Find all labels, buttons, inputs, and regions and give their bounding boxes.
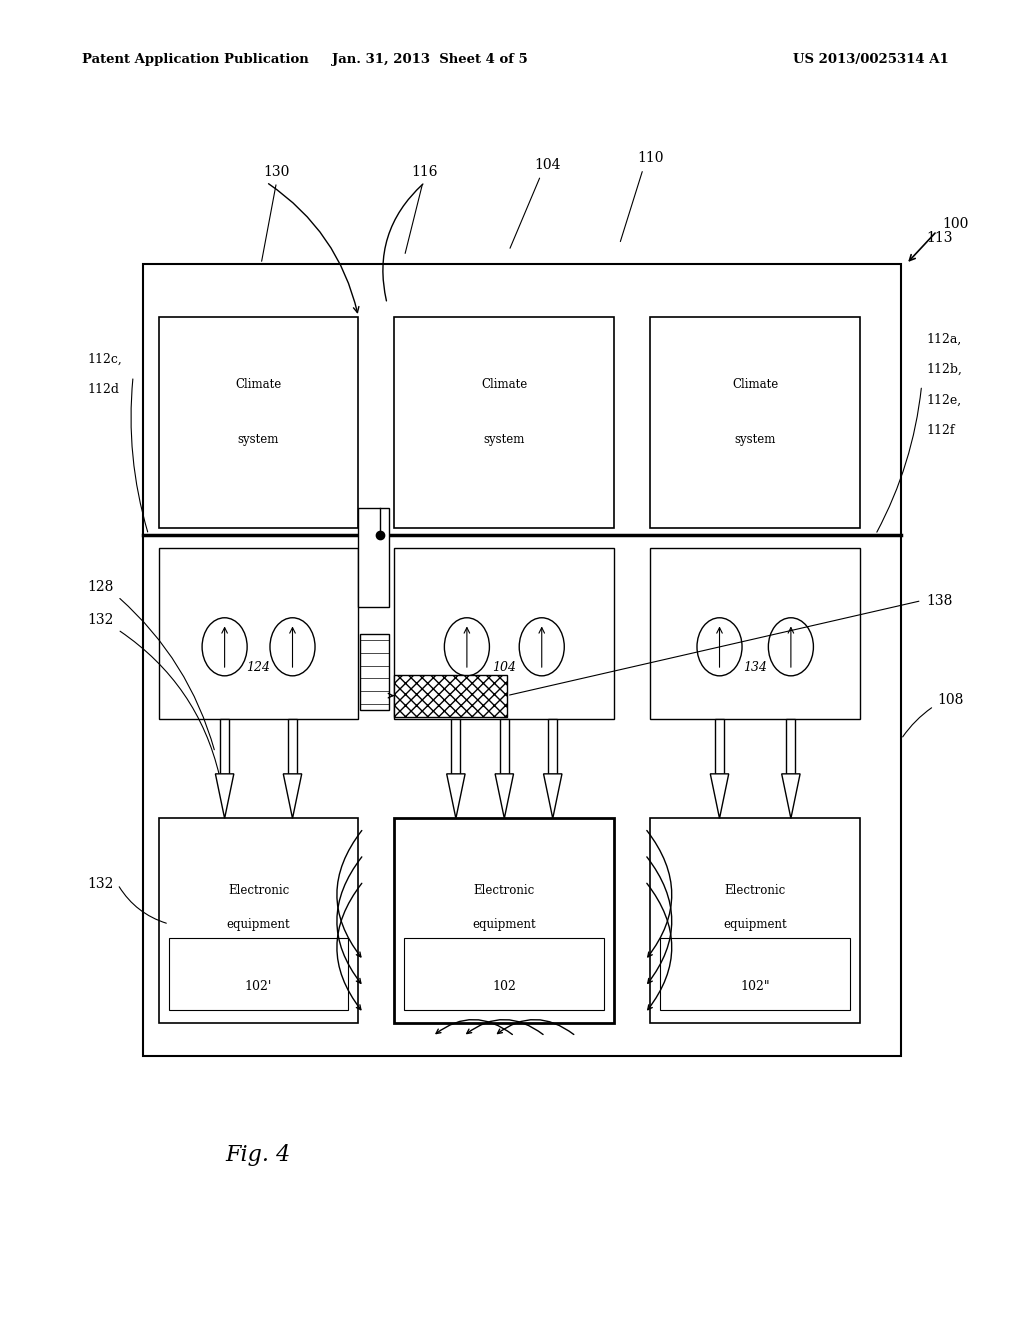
- Polygon shape: [496, 774, 513, 818]
- Text: Electronic: Electronic: [474, 883, 535, 896]
- Bar: [358, 508, 389, 607]
- Text: 112f: 112f: [927, 424, 955, 437]
- FancyArrowPatch shape: [337, 857, 361, 983]
- FancyArrowPatch shape: [647, 883, 672, 1010]
- Polygon shape: [711, 774, 729, 818]
- Bar: [660, 939, 850, 1010]
- Text: 134: 134: [743, 661, 767, 675]
- Text: 130: 130: [263, 165, 290, 178]
- Text: 108: 108: [937, 693, 964, 706]
- Text: Patent Application Publication: Patent Application Publication: [82, 53, 308, 66]
- Bar: [394, 317, 614, 528]
- Text: 102": 102": [740, 979, 770, 993]
- Text: Fig. 4: Fig. 4: [225, 1144, 291, 1166]
- Text: 112e,: 112e,: [927, 393, 962, 407]
- Bar: [715, 719, 724, 774]
- FancyArrowPatch shape: [337, 883, 361, 1010]
- Bar: [650, 548, 860, 719]
- Text: equipment: equipment: [472, 919, 537, 932]
- Text: 104: 104: [493, 661, 516, 675]
- Bar: [288, 719, 297, 774]
- Text: 102: 102: [493, 979, 516, 993]
- Text: Climate: Climate: [481, 378, 527, 391]
- Text: 102': 102': [245, 979, 272, 993]
- FancyArrowPatch shape: [647, 830, 672, 957]
- Bar: [159, 818, 358, 1023]
- Bar: [452, 719, 461, 774]
- FancyArrowPatch shape: [498, 1019, 573, 1035]
- Bar: [650, 818, 860, 1023]
- Text: Climate: Climate: [732, 378, 778, 391]
- Polygon shape: [284, 774, 302, 818]
- Text: US 2013/0025314 A1: US 2013/0025314 A1: [793, 53, 948, 66]
- Bar: [159, 548, 358, 719]
- Text: system: system: [734, 433, 776, 446]
- Bar: [360, 634, 389, 710]
- Text: equipment: equipment: [723, 919, 787, 932]
- Polygon shape: [544, 774, 562, 818]
- FancyArrowPatch shape: [436, 1019, 512, 1035]
- Text: Jan. 31, 2013  Sheet 4 of 5: Jan. 31, 2013 Sheet 4 of 5: [332, 53, 528, 66]
- Bar: [548, 719, 557, 774]
- Polygon shape: [446, 774, 465, 818]
- Text: 110: 110: [637, 152, 664, 165]
- Text: 138: 138: [927, 594, 953, 607]
- Text: equipment: equipment: [226, 919, 291, 932]
- Polygon shape: [215, 774, 233, 818]
- Bar: [169, 939, 348, 1010]
- Text: 132: 132: [87, 878, 114, 891]
- Bar: [394, 548, 614, 719]
- Bar: [786, 719, 796, 774]
- Bar: [220, 719, 229, 774]
- Text: 104: 104: [535, 158, 561, 172]
- Bar: [500, 719, 509, 774]
- Text: 100: 100: [942, 218, 969, 231]
- Bar: [404, 939, 604, 1010]
- Bar: [159, 317, 358, 528]
- Text: Electronic: Electronic: [228, 883, 289, 896]
- Bar: [143, 264, 901, 1056]
- FancyArrowPatch shape: [337, 830, 361, 957]
- FancyArrowPatch shape: [467, 1019, 543, 1035]
- Text: system: system: [238, 433, 280, 446]
- Text: 112d: 112d: [87, 383, 119, 396]
- Bar: [394, 675, 507, 717]
- Bar: [394, 818, 614, 1023]
- Bar: [650, 317, 860, 528]
- Text: 112b,: 112b,: [927, 363, 963, 376]
- Polygon shape: [781, 774, 800, 818]
- Text: 116: 116: [412, 165, 438, 178]
- FancyArrowPatch shape: [647, 857, 672, 983]
- Text: 124: 124: [247, 661, 270, 675]
- Text: 113: 113: [927, 231, 953, 244]
- Text: Electronic: Electronic: [725, 883, 785, 896]
- Text: 128: 128: [87, 581, 114, 594]
- Text: 112a,: 112a,: [927, 333, 962, 346]
- Text: 132: 132: [87, 614, 114, 627]
- Text: Climate: Climate: [236, 378, 282, 391]
- Text: 112c,: 112c,: [87, 352, 122, 366]
- Text: system: system: [483, 433, 525, 446]
